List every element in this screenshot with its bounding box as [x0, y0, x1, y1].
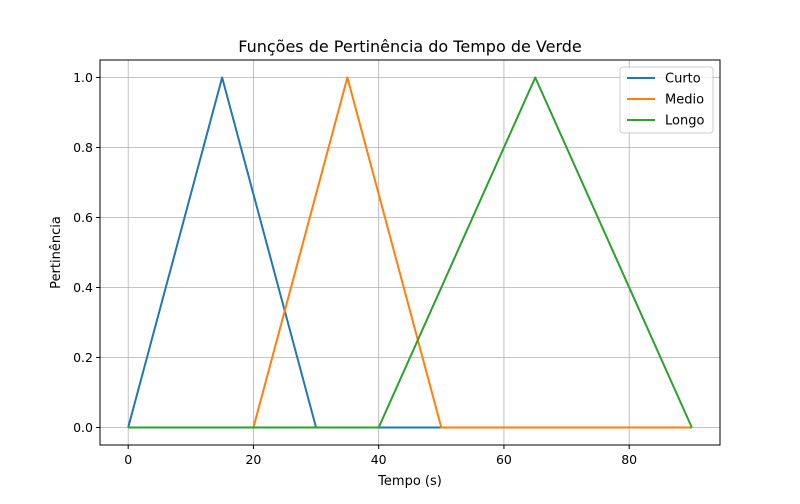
x-tick-label: 80 — [621, 452, 637, 467]
axis-ticks: 0 20 40 60 80 0.0 0.2 0.4 0.6 0.8 1.0 — [73, 70, 637, 467]
y-tick-label: 0.2 — [73, 350, 93, 365]
series-line-medio — [128, 76, 692, 429]
x-axis-label: Tempo (s) — [377, 474, 442, 489]
y-axis-label: Pertinência — [49, 216, 64, 289]
x-tick-label: 60 — [496, 452, 512, 467]
plot-frame — [99, 59, 721, 446]
series-line-longo — [128, 76, 693, 429]
x-tick-label: 0 — [124, 452, 132, 467]
series-line-curto — [127, 76, 692, 429]
legend: Curto Medio Longo — [619, 66, 714, 134]
legend-label-medio: Medio — [665, 93, 704, 108]
y-tick-label: 0.4 — [73, 280, 93, 295]
x-tick-label: 40 — [371, 452, 387, 467]
series-lines — [127, 76, 693, 429]
y-tick-label: 0.8 — [73, 140, 93, 155]
legend-box — [619, 66, 714, 134]
chart-title: Funções de Pertinência do Tempo de Verde — [238, 37, 582, 56]
y-tick-label: 1.0 — [73, 70, 93, 85]
legend-label-curto: Curto — [665, 72, 701, 87]
y-tick-label: 0.0 — [73, 420, 93, 435]
legend-label-longo: Longo — [665, 114, 704, 129]
x-tick-label: 20 — [245, 452, 261, 467]
y-tick-label: 0.6 — [73, 210, 93, 225]
